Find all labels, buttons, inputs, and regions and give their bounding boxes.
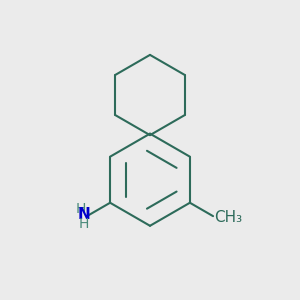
Text: CH₃: CH₃: [214, 210, 243, 225]
Text: N: N: [78, 207, 90, 222]
Text: H: H: [75, 202, 85, 216]
Text: H: H: [79, 218, 89, 232]
